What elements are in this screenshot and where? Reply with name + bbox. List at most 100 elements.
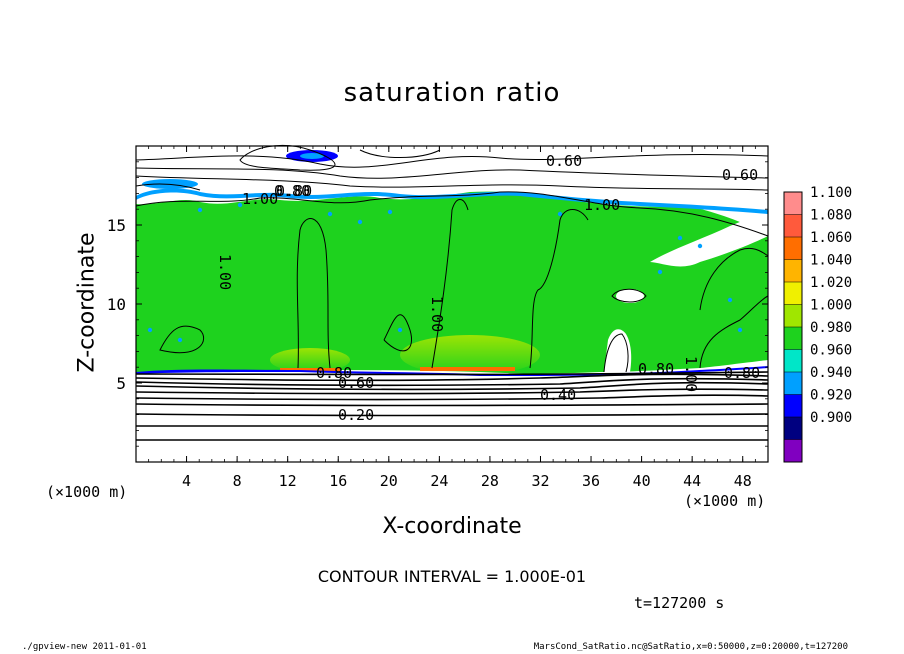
x-tick-label: 44: [683, 472, 701, 490]
x-tick-label: 20: [380, 472, 398, 490]
speckle: [387, 209, 393, 215]
fringe-top: [136, 188, 768, 214]
contour-labels: 0.600.801.001.001.001.000.800.600.400.80…: [216, 152, 760, 424]
x-tick-label: 24: [430, 472, 448, 490]
colorbar-label: 0.960: [810, 343, 852, 359]
contour-label: 0.20: [338, 406, 374, 424]
colorbar-swatch: [784, 327, 802, 350]
x-axis-label: X-coordinate: [382, 514, 522, 539]
contour: [135, 413, 769, 417]
contour-label: 0.80: [274, 182, 310, 200]
contour: [135, 403, 769, 407]
contour: [699, 247, 769, 311]
contour-label: 1.00: [242, 190, 278, 208]
contour: [296, 218, 331, 369]
saturated-region: [136, 191, 768, 374]
contour-label: 1.00: [682, 356, 700, 392]
contour: [135, 381, 769, 391]
contour: [159, 325, 205, 354]
speckle: [397, 327, 403, 333]
contour: [135, 373, 769, 382]
colorbar-swatch: [784, 349, 802, 372]
warm-band: [280, 368, 340, 371]
colorbar-swatch: [784, 237, 802, 260]
colorbar: 1.100 1.080 1.060 1.040 1.020 1.000 0.980 0.960…: [783, 185, 852, 463]
contour: [135, 388, 769, 395]
colorbar-swatch: [784, 417, 802, 440]
speckle: [357, 219, 363, 225]
colorbar-swatch: [784, 282, 802, 305]
speckle: [177, 337, 183, 343]
colorbar-label: 1.040: [810, 253, 852, 269]
speckle: [147, 327, 153, 333]
colorbar-label: 0.980: [810, 320, 852, 336]
colorbar-label: 1.000: [810, 298, 852, 314]
dry-pocket: [604, 329, 632, 372]
colorbar-swatch: [784, 304, 802, 327]
colorbar-label: 1.100: [810, 185, 852, 201]
contour: [135, 183, 201, 191]
contour: [431, 199, 469, 369]
colorbar-label: 1.020: [810, 275, 852, 291]
contour-label: 1.00: [584, 196, 620, 214]
contour: [135, 175, 769, 191]
contour-label: 0.60: [546, 152, 582, 170]
colorbar-label: 0.900: [810, 410, 852, 426]
y-tick-label: 10: [107, 295, 126, 314]
x-tick-label: 8: [233, 472, 242, 490]
x-tick-label: 4: [182, 472, 191, 490]
footer-right: MarsCond_SatRatio.nc@SatRatio,x=0:50000,…: [533, 642, 848, 652]
colorbar-label: 1.080: [810, 208, 852, 224]
speckle: [557, 211, 563, 217]
speckle: [677, 235, 683, 241]
x-unit-label-right: (×1000 m): [684, 492, 766, 510]
contour-label: 1.00: [216, 254, 234, 290]
footer-left: ./gpview-new 2011-01-01: [22, 642, 147, 652]
y-tick-label: 15: [107, 216, 126, 235]
contour: [383, 314, 412, 352]
speckle: [727, 297, 733, 303]
colorbar-swatch: [784, 259, 802, 282]
colorbar-label: 0.920: [810, 388, 852, 404]
contour: [239, 144, 336, 171]
contour-label: 0.60: [338, 374, 374, 392]
x-tick-label: 36: [582, 472, 600, 490]
colorbar-label: 1.060: [810, 230, 852, 246]
x-tick-label: 12: [279, 472, 297, 490]
speckle: [657, 269, 663, 275]
contour-label: 0.80: [316, 364, 352, 382]
blue-patch: [300, 153, 324, 159]
contour-interval: CONTOUR INTERVAL = 1.000E-01: [317, 567, 587, 586]
heatmap-field: [136, 150, 768, 376]
colorbar-swatch: [784, 394, 802, 417]
colorbar-label: 0.940: [810, 365, 852, 381]
contour: [529, 209, 589, 369]
contour: [135, 191, 769, 237]
x-tick-label: 28: [481, 472, 499, 490]
x-tick-label: 32: [531, 472, 549, 490]
contour-label: 0.80: [638, 360, 674, 378]
speckle: [697, 243, 703, 249]
warm-band: [420, 367, 515, 371]
y-tick-label: 5: [116, 374, 126, 393]
x-unit-label-left: (×1000 m): [46, 483, 128, 501]
speckle: [327, 211, 333, 217]
speckle: [737, 327, 743, 333]
contour: [135, 167, 769, 179]
speckle: [237, 202, 243, 208]
contour-label: 0.40: [540, 386, 576, 404]
contour-lines: [135, 144, 769, 441]
colorbar-swatch: [784, 439, 802, 462]
chart-title: saturation ratio: [343, 78, 561, 108]
contour: [135, 394, 769, 401]
contour: [699, 295, 769, 369]
colorbar-swatch: [784, 372, 802, 395]
dry-pocket: [616, 289, 644, 303]
contour: [135, 377, 769, 387]
x-tick-label: 48: [734, 472, 752, 490]
x-tick-label: 16: [329, 472, 347, 490]
contour: [135, 153, 769, 168]
speckle: [197, 207, 203, 213]
contour-label: 0.60: [722, 166, 758, 184]
